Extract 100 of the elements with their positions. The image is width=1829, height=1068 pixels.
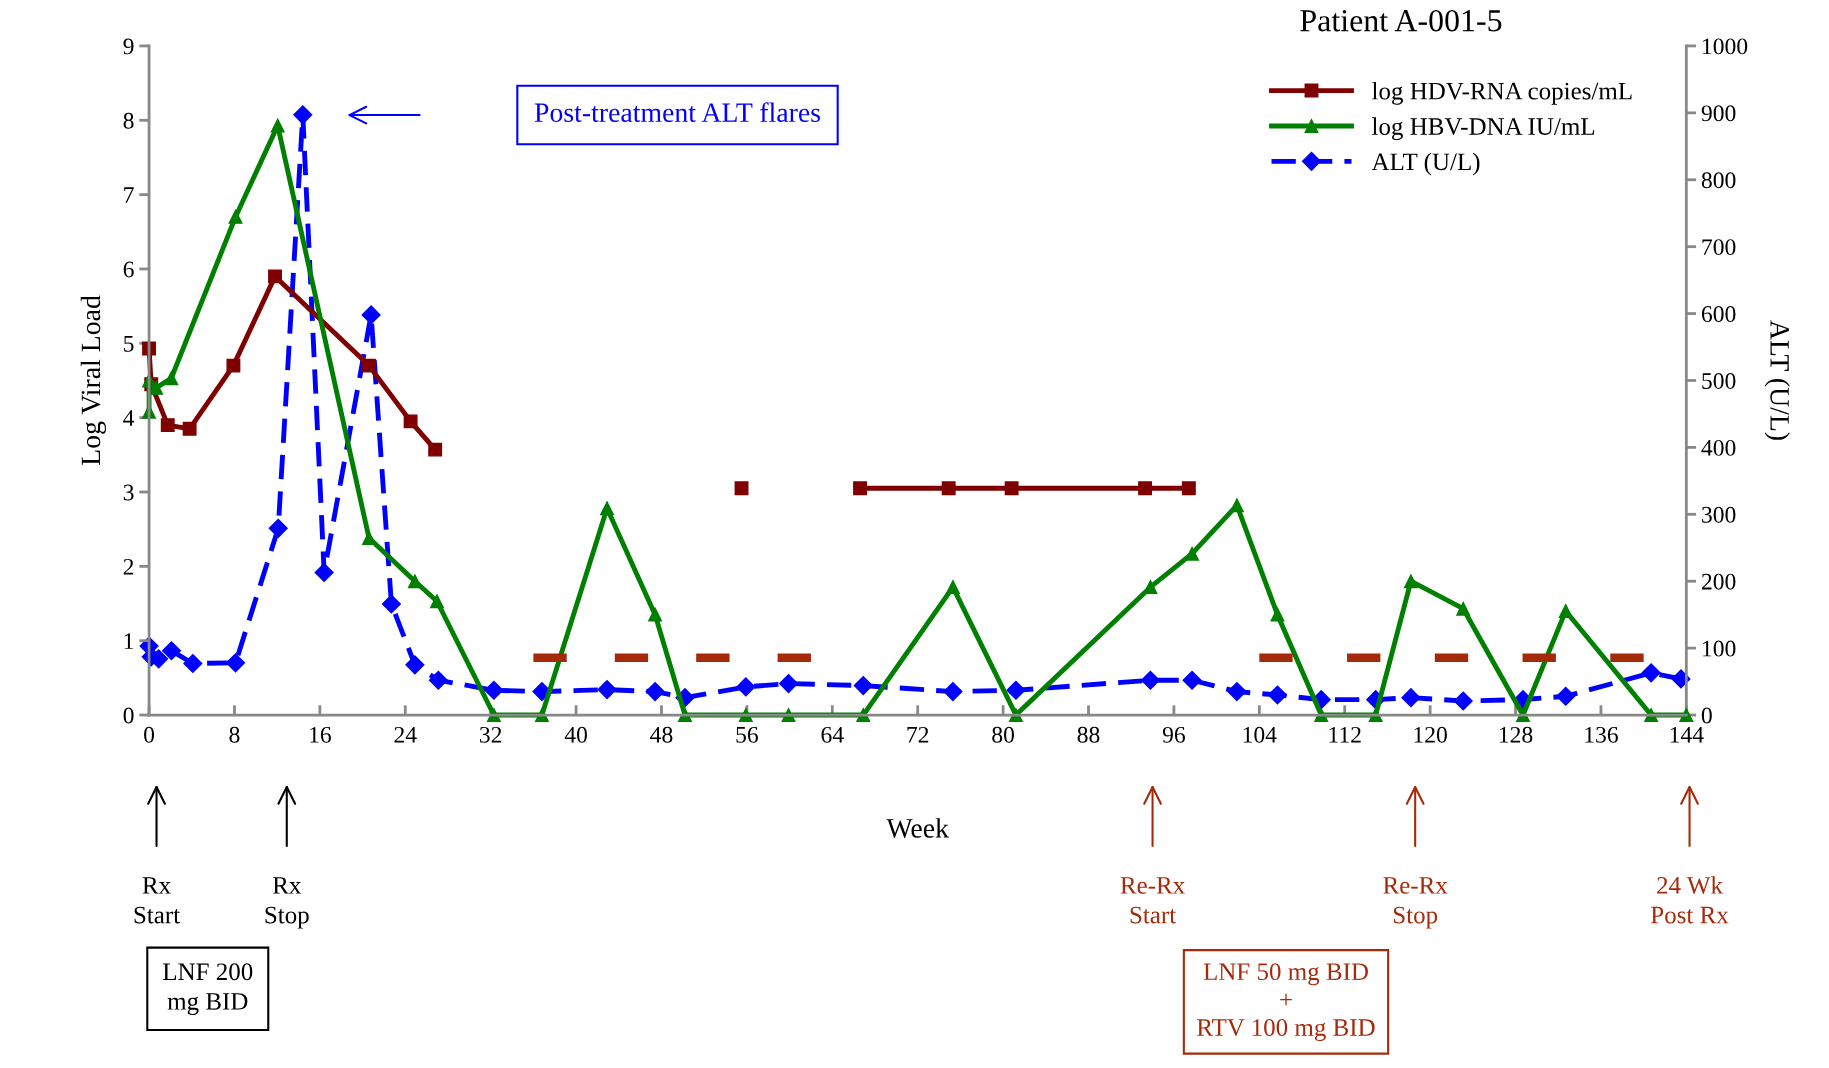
x-tick-label: 96 <box>1162 726 1186 743</box>
x-tick-label: 112 <box>1329 726 1361 743</box>
point <box>226 653 246 673</box>
point <box>941 481 956 496</box>
point <box>226 358 241 373</box>
y2-tick-label: 300 <box>1702 506 1736 523</box>
y2-tick-label: 0 <box>1701 707 1712 724</box>
point <box>943 682 963 702</box>
text: 24 Wk Post Rx <box>1651 876 1729 924</box>
point <box>1140 670 1160 690</box>
point <box>430 594 444 609</box>
y-axis-title: Log Viral Load <box>80 295 107 465</box>
y2-tick-label: 900 <box>1701 105 1736 122</box>
y2-axis-title: ALT (U/L) <box>1764 320 1790 440</box>
text: Rx Stop <box>265 877 309 929</box>
y2-tick-label: 500 <box>1702 372 1736 389</box>
x-tick-label: 136 <box>1585 726 1618 743</box>
y-tick-label: 8 <box>123 112 134 129</box>
point <box>1401 688 1421 708</box>
text: Rx Start <box>134 877 180 924</box>
point <box>1006 680 1026 700</box>
point <box>1182 670 1202 690</box>
point <box>1453 691 1473 711</box>
x-tick-label: 56 <box>736 726 758 743</box>
x-tick-label: 0 <box>144 726 155 743</box>
x-tick-label: 16 <box>310 726 331 743</box>
point <box>778 674 799 694</box>
point <box>1143 580 1158 595</box>
legend-label: log HDV-RNA copies/mL <box>1372 81 1632 105</box>
text: LNF 50 mg BID + RTV 100 mg BID <box>1197 963 1375 1042</box>
y2-tick-label: 700 <box>1702 239 1736 256</box>
point <box>736 677 756 697</box>
point <box>1456 601 1471 616</box>
x-tick-label: 104 <box>1243 726 1277 743</box>
point <box>600 501 614 516</box>
text: Re-Rx Start <box>1120 877 1185 924</box>
y-tick-label: 0 <box>123 707 134 724</box>
point <box>405 655 425 675</box>
point <box>403 414 418 429</box>
point <box>164 371 179 386</box>
x-tick-label: 48 <box>650 726 673 743</box>
point <box>1641 663 1661 683</box>
x-tick-label: 64 <box>821 726 844 743</box>
point <box>183 653 203 674</box>
x-tick-label: 88 <box>1077 726 1100 743</box>
point <box>534 708 549 722</box>
point <box>597 680 617 700</box>
point <box>428 442 443 457</box>
point <box>1644 708 1659 722</box>
y2-tick-label: 100 <box>1703 640 1736 657</box>
y-tick-label: 3 <box>123 484 134 501</box>
legend-label: log HBV-DNA IU/mL <box>1372 117 1595 141</box>
y-tick-label: 4 <box>123 410 135 426</box>
y-tick-label: 9 <box>123 38 134 55</box>
point <box>361 305 381 325</box>
point <box>1008 708 1023 722</box>
y-tick-label: 2 <box>123 558 134 575</box>
point <box>268 269 282 284</box>
x-tick-label: 40 <box>564 726 587 743</box>
point <box>1267 685 1287 705</box>
point <box>228 209 243 224</box>
point <box>645 682 665 702</box>
point <box>161 641 182 661</box>
point <box>1185 546 1200 561</box>
point <box>486 708 501 722</box>
x-axis-title: Week <box>886 818 949 838</box>
text: LNF 200 mg BID <box>163 963 253 1015</box>
point <box>1227 682 1247 702</box>
point <box>160 418 175 433</box>
y2-tick-label: 800 <box>1701 172 1736 189</box>
annotation: Post-treatment ALT flares <box>534 102 821 123</box>
point <box>362 531 376 546</box>
point <box>945 580 960 595</box>
point <box>1229 498 1244 513</box>
y2-tick-label: 400 <box>1701 439 1736 456</box>
point <box>182 421 197 436</box>
point <box>362 358 376 373</box>
y-tick-label: 5 <box>124 336 134 352</box>
point <box>734 481 749 496</box>
y-tick-label: 7 <box>124 187 134 203</box>
x-tick-label: 32 <box>480 726 502 743</box>
point <box>381 594 401 614</box>
point <box>1004 481 1019 496</box>
point <box>1138 481 1153 496</box>
point <box>270 118 285 133</box>
point <box>1556 686 1576 706</box>
x-tick-label: 144 <box>1670 726 1704 743</box>
y-tick-label: 6 <box>123 261 134 278</box>
x-tick-label: 24 <box>394 726 417 743</box>
x-tick-label: 80 <box>992 726 1015 743</box>
point <box>678 708 692 722</box>
point <box>293 105 313 125</box>
x-tick-label: 8 <box>229 726 240 743</box>
point <box>1516 708 1530 722</box>
point <box>781 708 796 722</box>
legend-label: ALT (U/L) <box>1371 152 1480 176</box>
y2-tick-label: 200 <box>1701 573 1736 590</box>
chart-title: Patient A-001-5 <box>1300 9 1502 32</box>
point <box>853 481 867 496</box>
point <box>407 574 422 589</box>
